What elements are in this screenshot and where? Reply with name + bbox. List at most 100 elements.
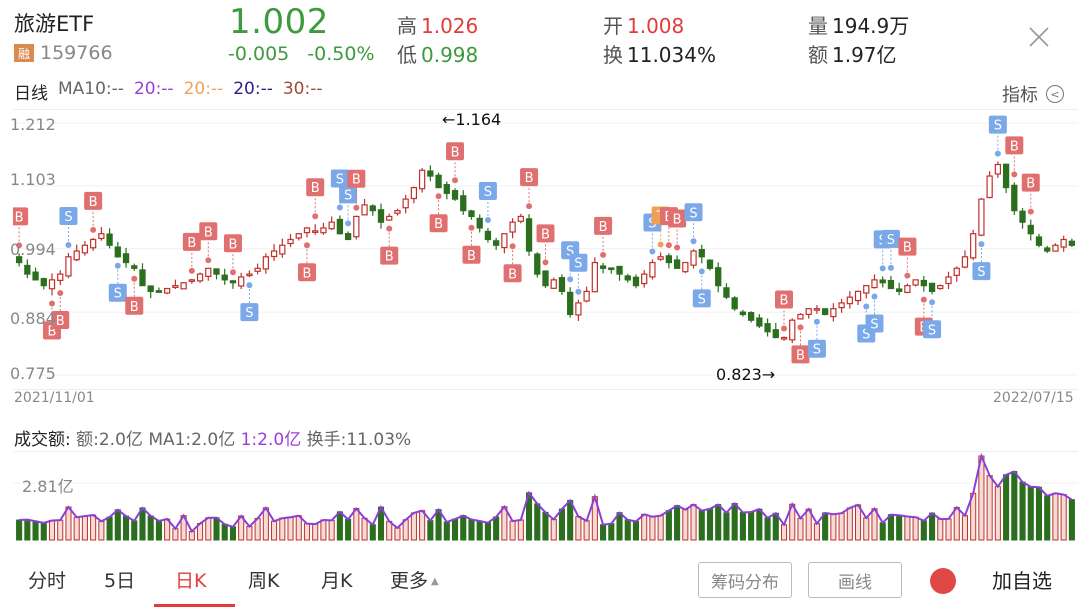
candlestick-chart[interactable]: BBBSBSBBBBSBBSSBBBBBSBBBSSBSTBBSSBBSSSSS… xyxy=(13,109,1078,390)
tab-intraday[interactable]: 分时 xyxy=(28,570,67,592)
svg-text:S: S xyxy=(566,244,574,259)
volume-turnover: 换手:11.03% xyxy=(306,430,412,450)
svg-text:S: S xyxy=(887,233,895,248)
quote-header: 旅游ETF 融 159766 1.002 -0.005 -0.50% 高 1.02… xyxy=(0,0,1080,75)
stat-open: 开 1.008 xyxy=(603,14,685,38)
svg-text:B: B xyxy=(56,314,65,329)
price-change: -0.005 -0.50% xyxy=(228,43,387,65)
ma-legend: 日线 MA10:-- 20:-- 20:-- 20:-- 30:-- xyxy=(14,79,323,104)
ma20-navy-value: 20:-- xyxy=(233,79,273,99)
y-axis-label: 0.775 xyxy=(10,364,56,383)
svg-text:B: B xyxy=(311,181,320,196)
close-button[interactable] xyxy=(1024,22,1054,52)
svg-text:S: S xyxy=(813,343,821,358)
stat-amount: 额 1.97亿 xyxy=(808,43,897,67)
change-percent: -0.50% xyxy=(307,43,375,65)
y-axis-label: 0.994 xyxy=(10,240,56,259)
stat-high: 高 1.026 xyxy=(397,14,479,38)
turnover-value: 11.034% xyxy=(627,43,716,67)
record-dot-button[interactable] xyxy=(930,568,956,594)
svg-text:B: B xyxy=(796,348,805,363)
svg-text:S: S xyxy=(994,119,1002,134)
bottom-toolbar: 分时 5日 日K 周K 月K 更多 ▲ 筹码分布 画线 加自选 xyxy=(0,548,1080,607)
security-code: 159766 xyxy=(40,42,113,64)
svg-text:B: B xyxy=(508,267,517,282)
svg-text:B: B xyxy=(903,241,912,256)
security-name: 旅游ETF xyxy=(14,12,95,36)
svg-text:B: B xyxy=(1010,139,1019,154)
last-price: 1.002 xyxy=(229,2,329,42)
open-value: 1.008 xyxy=(627,14,685,38)
margin-badge: 融 xyxy=(14,44,34,62)
svg-text:B: B xyxy=(15,210,24,225)
tab-weekly-k[interactable]: 周K xyxy=(248,570,280,592)
svg-text:B: B xyxy=(541,227,550,242)
stat-turnover: 换 11.034% xyxy=(603,43,716,67)
amount-value: 1.97亿 xyxy=(832,43,897,67)
ma10-value: MA10:-- xyxy=(58,79,124,99)
svg-text:S: S xyxy=(574,257,582,272)
tab-5day[interactable]: 5日 xyxy=(104,570,136,592)
indicator-label: 指标 xyxy=(1002,85,1038,106)
svg-text:S: S xyxy=(344,188,352,203)
min-price-annotation: 0.823→ xyxy=(716,365,776,384)
y-axis-label: 1.212 xyxy=(10,115,56,134)
svg-text:B: B xyxy=(303,266,312,281)
svg-text:B: B xyxy=(204,225,213,240)
active-tab-indicator xyxy=(154,604,235,607)
ma20-orange-value: 20:-- xyxy=(183,79,224,99)
svg-text:B: B xyxy=(434,217,443,232)
svg-text:S: S xyxy=(689,206,697,221)
add-watchlist-button[interactable]: 加自选 xyxy=(992,569,1052,593)
y-axis-label: 1.103 xyxy=(10,170,56,189)
stat-volume: 量 194.9万 xyxy=(808,14,910,38)
x-axis-end-date: 2022/07/15 xyxy=(993,390,1074,406)
svg-text:S: S xyxy=(977,265,985,280)
volume-y-label: 2.81亿 xyxy=(22,477,74,496)
volume-canvas xyxy=(13,452,1078,541)
svg-text:B: B xyxy=(1026,177,1035,192)
svg-text:B: B xyxy=(48,324,57,339)
volume-chart[interactable] xyxy=(13,451,1078,541)
volume-ma1: MA1:2.0亿 xyxy=(148,430,236,450)
volume-title: 成交额: xyxy=(14,430,71,450)
caret-up-icon: ▲ xyxy=(431,576,439,587)
svg-text:B: B xyxy=(780,293,789,308)
close-icon xyxy=(1029,27,1049,47)
chevron-left-circle-icon: < xyxy=(1046,85,1064,103)
change-value: -0.005 xyxy=(228,43,290,65)
max-price-annotation: ←1.164 xyxy=(442,110,502,129)
indicator-button[interactable]: 指标 < xyxy=(1002,81,1064,107)
volume-line1: 1:2.0亿 xyxy=(240,430,302,450)
svg-text:S: S xyxy=(870,318,878,333)
x-axis-start-date: 2021/11/01 xyxy=(14,390,95,406)
tab-more[interactable]: 更多 ▲ xyxy=(390,566,439,593)
svg-text:B: B xyxy=(228,237,237,252)
svg-text:S: S xyxy=(928,323,936,338)
ma20-purple-value: 20:-- xyxy=(133,79,174,99)
tab-monthly-k[interactable]: 月K xyxy=(321,570,353,592)
chip-distribution-button[interactable]: 筹码分布 xyxy=(698,562,792,598)
candlestick-canvas: BBBSBSBBBBSBBSSBBBBBSBBBSSBSTBBSSBBSSSSS… xyxy=(13,115,1078,376)
svg-text:S: S xyxy=(862,327,870,342)
code-row: 融 159766 xyxy=(14,42,113,64)
svg-text:S: S xyxy=(114,287,122,302)
tab-daily-k[interactable]: 日K xyxy=(175,570,207,592)
svg-text:B: B xyxy=(89,195,98,210)
svg-text:S: S xyxy=(336,173,344,188)
volume-legend: 成交额: 额:2.0亿 MA1:2.0亿 1:2.0亿 换手:11.03% xyxy=(14,425,411,450)
tab-more-label: 更多 xyxy=(390,570,429,592)
svg-text:S: S xyxy=(698,292,706,307)
svg-text:B: B xyxy=(187,236,196,251)
y-axis-label: 0.884 xyxy=(10,309,56,328)
svg-text:B: B xyxy=(673,212,682,227)
svg-text:B: B xyxy=(599,220,608,235)
low-value: 0.998 xyxy=(421,43,479,67)
svg-text:S: S xyxy=(484,185,492,200)
svg-text:B: B xyxy=(130,300,139,315)
svg-text:B: B xyxy=(352,173,361,188)
svg-text:B: B xyxy=(451,145,460,160)
chart-period-title: 日线 xyxy=(14,84,48,104)
ma30-value: 30:-- xyxy=(282,79,323,99)
draw-line-button[interactable]: 画线 xyxy=(808,562,902,598)
